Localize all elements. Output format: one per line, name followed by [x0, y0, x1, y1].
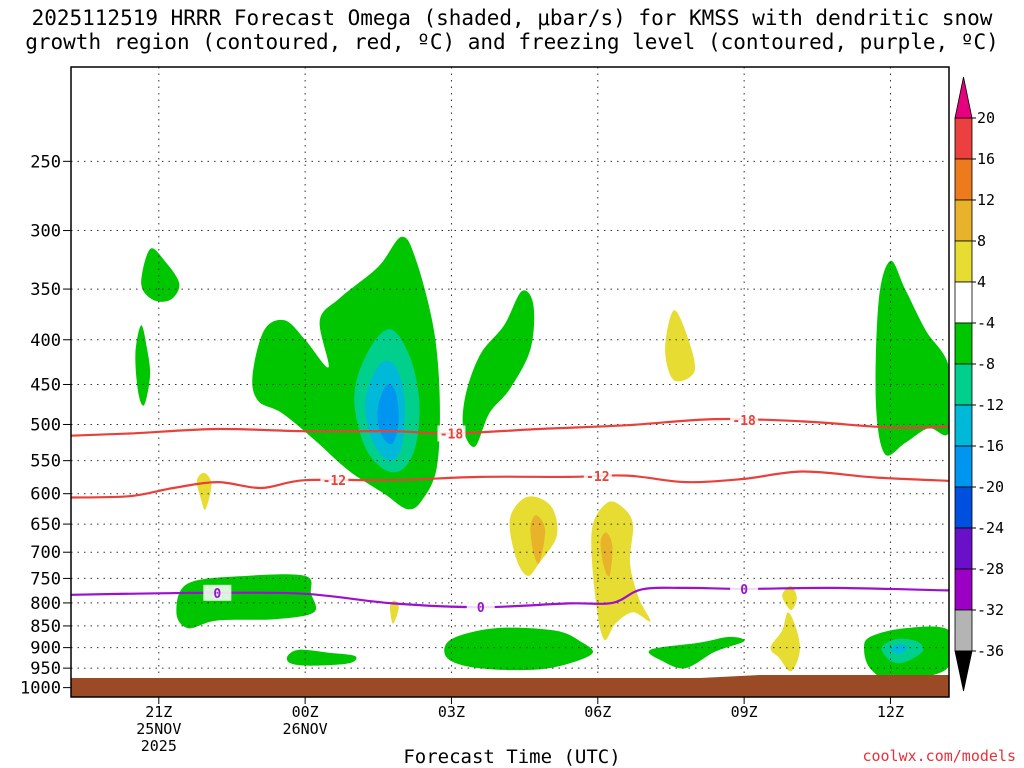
colorbar-bin [954, 199, 973, 242]
x-tick-label: 06Z [584, 703, 611, 721]
colorbar-bin [954, 486, 973, 529]
omega-region-21 [665, 310, 696, 382]
omega-region-9 [286, 649, 357, 666]
site-credit: coolwx.com/models [862, 747, 1016, 765]
y-tick-label: 500 [30, 415, 61, 435]
y-tick-label: 600 [30, 485, 61, 505]
omega-region-18 [530, 515, 546, 564]
colorbar: 20 16 12 8 4 -4 -8 -12 -16 -20 -24 -28 -32 -36 [954, 76, 1004, 692]
colorbar-bottom-cap [954, 650, 973, 692]
contour-line-m12 [71, 470, 949, 499]
omega-region-14 [890, 644, 908, 654]
y-tick-label: 300 [30, 222, 61, 242]
colorbar-label: -12 [977, 396, 1004, 414]
colorbar-bin [954, 158, 973, 201]
omega-region-7 [875, 260, 949, 456]
x-tick-label: 21Z [145, 703, 172, 721]
x-tick-label: 09Z [731, 703, 758, 721]
y-tick-label: 550 [30, 452, 61, 472]
colorbar-bin [954, 240, 973, 283]
colorbar-bin [954, 568, 973, 611]
chart-title: 2025112519 HRRR Forecast Omega (shaded, … [0, 6, 1024, 54]
x-tick-label: 2025 [141, 737, 177, 755]
y-tick-label: 1000 [20, 679, 61, 699]
contour-label-m12: -12 [323, 474, 346, 489]
colorbar-label: -24 [977, 519, 1004, 537]
contour-label-bg [437, 425, 466, 442]
y-tick-label: 800 [30, 594, 61, 614]
contour-label-bg [466, 599, 495, 616]
colorbar-label: -28 [977, 560, 1004, 578]
colorbar-label: 12 [977, 191, 995, 209]
x-tick-label: 25NOV [136, 720, 181, 738]
grid-lines [71, 67, 949, 697]
contour-label-bg [203, 584, 232, 601]
colorbar-label: -20 [977, 478, 1004, 496]
contour-label-bg [320, 472, 349, 489]
y-tick-label: 850 [30, 617, 61, 637]
y-tick-label: 900 [30, 639, 61, 659]
x-tick-label: 00Z [292, 703, 319, 721]
colorbar-bin [954, 117, 973, 160]
omega-region-6 [462, 290, 535, 447]
colorbar-label: -16 [977, 437, 1004, 455]
colorbar-label: 4 [977, 273, 986, 291]
omega-region-16 [389, 600, 399, 624]
x-axis-label: Forecast Time (UTC) [403, 746, 621, 768]
colorbar-bin [954, 281, 973, 324]
y-tick-label: 700 [30, 543, 61, 563]
colorbar-top-cap [954, 76, 973, 119]
y-tick-label: 650 [30, 515, 61, 535]
colorbar-bin [954, 404, 973, 447]
contour-label-0: 0 [740, 583, 748, 598]
y-tick-label: 450 [30, 375, 61, 395]
contour-label-0: 0 [213, 587, 221, 602]
shaded-omega-regions [135, 236, 949, 683]
colorbar-label: -4 [977, 314, 995, 332]
colorbar-label: -8 [977, 355, 995, 373]
plot-frame [70, 66, 950, 698]
colorbar-label: -32 [977, 601, 1004, 619]
contour-label-m18: -18 [732, 414, 756, 429]
contour-label-bg [730, 411, 759, 428]
omega-region-0 [141, 248, 180, 302]
colorbar-bin [954, 363, 973, 406]
y-tick-label: 750 [30, 569, 61, 589]
omega-region-11 [648, 636, 745, 669]
colorbar-label: 16 [977, 150, 995, 168]
contour-label-bg [730, 580, 759, 597]
y-axis-ticks: 2503003504004505005506006507007508008509… [20, 152, 71, 699]
contour-label-m12: -12 [586, 470, 609, 485]
omega-region-23 [770, 612, 800, 672]
colorbar-label: 8 [977, 232, 986, 250]
omega-region-20 [600, 532, 613, 577]
y-tick-label: 350 [30, 280, 61, 300]
x-tick-label: 12Z [877, 703, 904, 721]
colorbar-bin [954, 527, 973, 570]
colorbar-bin [954, 445, 973, 488]
omega-region-5 [377, 383, 399, 445]
colorbar-label: -36 [977, 642, 1004, 660]
omega-region-1 [135, 325, 151, 406]
x-tick-label: 03Z [438, 703, 465, 721]
contour-label-bg [583, 468, 612, 485]
colorbar-bin [954, 609, 973, 652]
y-tick-label: 950 [30, 659, 61, 679]
y-tick-label: 250 [30, 152, 61, 172]
omega-region-10 [444, 627, 594, 671]
colorbar-label: 20 [977, 109, 995, 127]
contour-label-m18: -18 [440, 427, 464, 442]
omega-region-22 [782, 585, 797, 611]
terrain-ground [71, 675, 949, 697]
contour-line-m18 [71, 417, 949, 437]
y-tick-label: 400 [30, 331, 61, 351]
colorbar-bin [954, 322, 973, 365]
chart-title-line1: 2025112519 HRRR Forecast Omega (shaded, … [31, 6, 993, 30]
x-tick-label: 26NOV [283, 720, 328, 738]
chart-title-line2: growth region (contoured, red, ºC) and f… [25, 30, 999, 54]
contour-labels: -18 -18 -12 -12 0 0 0 [203, 411, 759, 616]
contour-label-0: 0 [477, 601, 485, 616]
